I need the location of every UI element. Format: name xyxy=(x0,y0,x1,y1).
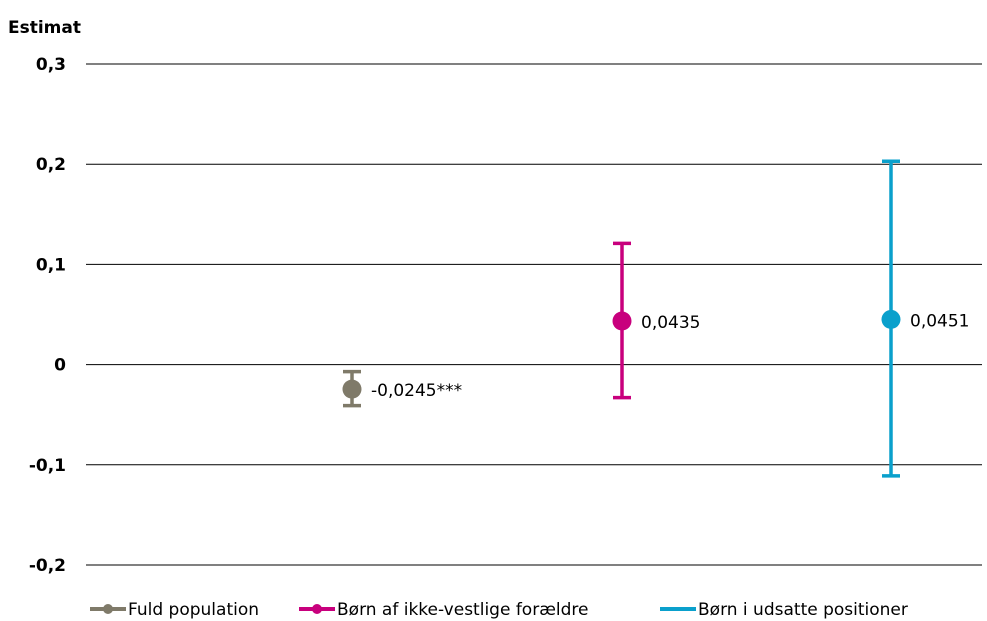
legend: Fuld population Børn af ikke-vestlige for… xyxy=(90,600,908,620)
point-0 xyxy=(342,379,362,399)
legend-label-0: Fuld population xyxy=(128,600,259,620)
point-2 xyxy=(881,309,901,329)
data-label-1: 0,0435 xyxy=(641,313,700,333)
legend-item-1: Børn af ikke-vestlige forældre xyxy=(299,600,588,620)
y-tick-labels: 0,3 0,2 0,1 0 -0,1 -0,2 xyxy=(29,55,66,576)
y-tick-label-4: -0,1 xyxy=(29,456,66,476)
y-axis-title: Estimat xyxy=(8,18,81,38)
legend-marker-0 xyxy=(103,604,113,614)
y-tick-label-3: 0 xyxy=(54,356,66,376)
y-tick-label-2: 0,1 xyxy=(36,255,66,275)
data-label-0: -0,0245*** xyxy=(371,381,462,401)
legend-item-0: Fuld population xyxy=(90,600,259,620)
gridlines xyxy=(86,63,982,566)
legend-label-1: Børn af ikke-vestlige forældre xyxy=(337,600,588,620)
series-1-marks: 0,0435 xyxy=(612,241,700,400)
data-label-2: 0,0451 xyxy=(910,311,969,331)
data-marks: -0,0245*** 0,0435 0,0451 xyxy=(342,159,969,478)
point-1 xyxy=(612,311,632,331)
y-tick-label-0: 0,3 xyxy=(36,55,66,75)
y-tick-label-1: 0,2 xyxy=(36,155,66,175)
legend-marker-1 xyxy=(312,604,322,614)
series-2-marks: 0,0451 xyxy=(881,159,969,478)
legend-label-2: Børn i udsatte positioner xyxy=(698,600,908,620)
series-0-marks: -0,0245*** xyxy=(342,369,462,408)
legend-item-2: Børn i udsatte positioner xyxy=(660,600,908,620)
y-tick-label-5: -0,2 xyxy=(29,556,66,576)
